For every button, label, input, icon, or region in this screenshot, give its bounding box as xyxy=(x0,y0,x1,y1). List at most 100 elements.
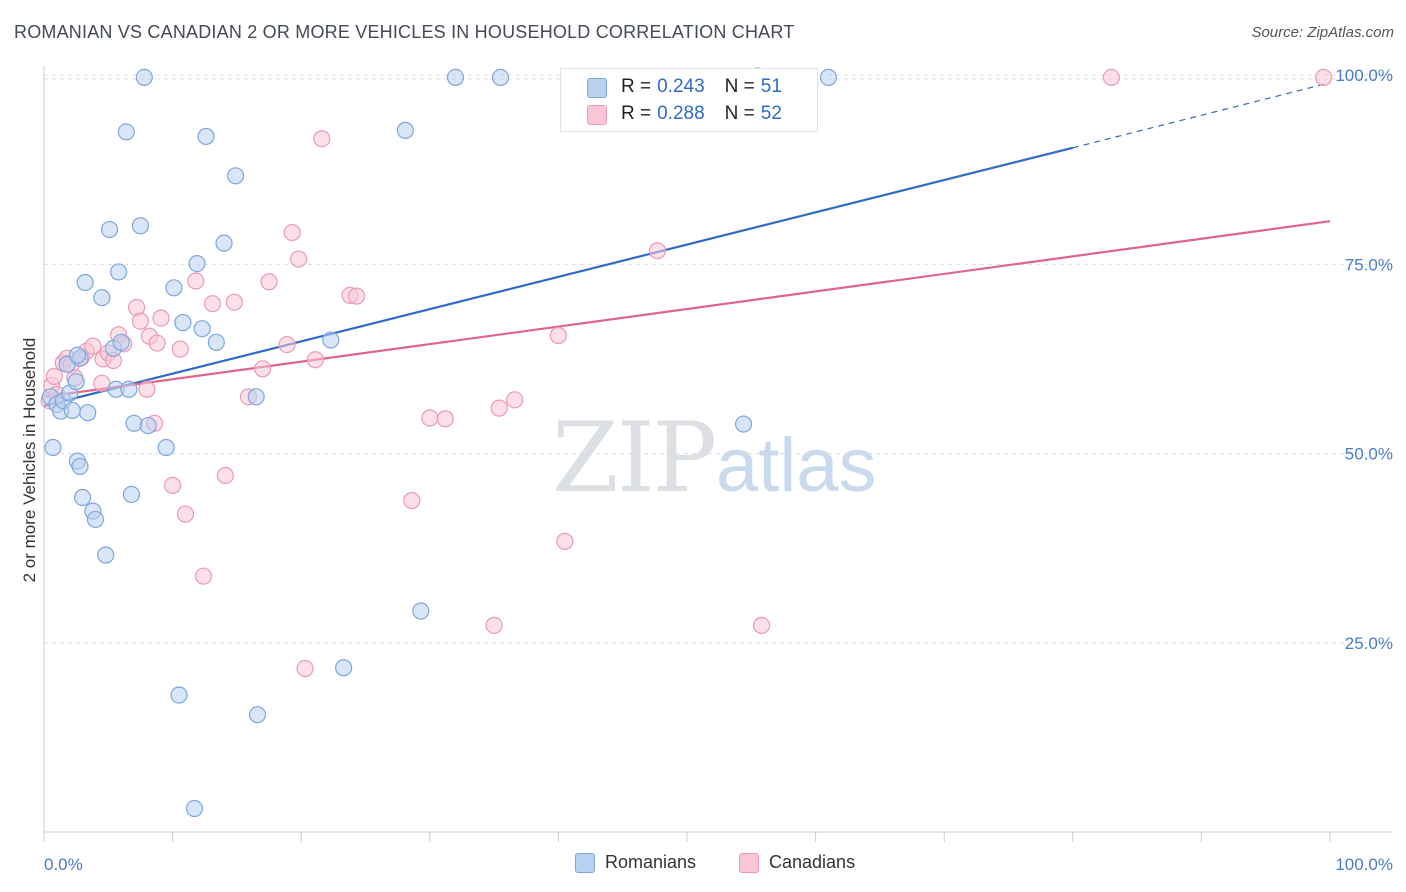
canadians-swatch xyxy=(587,105,607,125)
legend-label-canadians: Canadians xyxy=(769,852,856,872)
canadian-point xyxy=(187,272,205,290)
canadian-point xyxy=(506,391,524,409)
canadian-point xyxy=(194,567,213,585)
y-tick-label: 25.0% xyxy=(1345,634,1393,653)
romanian-point xyxy=(185,799,204,818)
canadian-point xyxy=(260,273,278,291)
n-label: N = xyxy=(724,76,755,97)
x-tick-label-min: 0.0% xyxy=(44,855,83,874)
romanian-point xyxy=(67,373,85,391)
tick-labels: 25.0% 50.0% 75.0% 100.0% 0.0% 100.0% xyxy=(44,66,1393,874)
romanian-point xyxy=(247,388,265,406)
canadian-point xyxy=(1314,68,1333,87)
canadian-point xyxy=(164,476,182,494)
romanian-point xyxy=(93,289,111,307)
romanian-point xyxy=(76,273,94,292)
y-tick-label: 75.0% xyxy=(1345,255,1393,274)
romanians-swatch xyxy=(587,78,607,98)
romanian-point xyxy=(197,127,215,146)
canadian-point xyxy=(752,616,771,634)
romanian-point xyxy=(86,510,105,529)
romanian-point xyxy=(117,123,135,141)
canadian-point xyxy=(648,242,667,260)
canadian-point xyxy=(148,334,166,352)
stats-legend: R = 0.243 N = 51 R = 0.288 N = 52 xyxy=(560,68,818,132)
canadian-point xyxy=(436,410,454,428)
romanians-legend-swatch xyxy=(575,852,595,873)
canadian-point xyxy=(549,326,568,345)
canadian-point xyxy=(171,340,189,358)
legend-item-canadians: Canadians xyxy=(739,852,855,873)
romanian-point xyxy=(396,121,414,139)
canadian-point xyxy=(254,360,272,378)
romanian-point xyxy=(44,438,62,457)
romanian-point xyxy=(135,68,153,87)
romanian-point xyxy=(79,404,97,422)
romanian-point xyxy=(207,333,225,351)
romanian-point xyxy=(412,602,430,620)
r-label: R = xyxy=(621,103,652,124)
romanians-trend-line xyxy=(43,146,1074,407)
romanian-point xyxy=(100,220,119,239)
romanian-point xyxy=(446,68,465,87)
n-label: N = xyxy=(724,103,755,124)
romanian-point xyxy=(819,68,838,87)
romanian-point xyxy=(215,234,233,252)
n-value: 51 xyxy=(760,76,782,97)
canadian-point xyxy=(93,374,111,392)
r-label: R = xyxy=(621,76,652,97)
romanian-point xyxy=(63,401,81,420)
canadian-point xyxy=(152,309,170,327)
romanian-point xyxy=(122,485,141,504)
canadian-point xyxy=(1102,68,1120,87)
source-credit: Source: ZipAtlas.com xyxy=(1251,24,1394,41)
canadian-point xyxy=(84,337,102,355)
canadian-point xyxy=(138,380,156,398)
y-tick-label: 100.0% xyxy=(1335,66,1393,85)
r-value: 0.243 xyxy=(657,76,705,97)
romanian-point xyxy=(165,279,183,297)
r-value: 0.288 xyxy=(657,103,705,124)
watermark-zip: ZIP xyxy=(552,402,717,514)
axes xyxy=(43,66,1392,842)
romanian-point xyxy=(491,68,510,87)
romanian-point xyxy=(227,167,245,185)
legend-item-romanians: Romanians xyxy=(575,852,696,873)
canadian-point xyxy=(283,223,301,242)
romanian-point xyxy=(109,263,128,281)
n-value: 52 xyxy=(760,103,782,124)
romanian-point xyxy=(131,217,150,235)
canadian-point xyxy=(290,250,308,268)
canadian-point xyxy=(403,491,421,510)
romanian-point xyxy=(139,416,157,435)
gridlines xyxy=(44,74,1392,644)
canadian-point xyxy=(313,130,331,148)
x-tick-label-max: 100.0% xyxy=(1335,855,1393,874)
legend-label-romanians: Romanians xyxy=(605,852,697,872)
canadian-point xyxy=(347,287,366,305)
data-points xyxy=(40,67,1333,818)
y-tick-label: 50.0% xyxy=(1345,445,1393,464)
romanian-point xyxy=(157,438,175,457)
canadian-point xyxy=(278,335,296,354)
romanian-point xyxy=(322,331,340,349)
canadian-point xyxy=(203,295,222,313)
romanian-point xyxy=(112,333,130,351)
canadian-point xyxy=(225,293,243,311)
watermark-atlas: atlas xyxy=(716,423,877,508)
romanian-point xyxy=(734,415,753,433)
stats-row-romanians: R = 0.243 N = 51 xyxy=(587,74,782,100)
canadian-point xyxy=(45,367,63,385)
romanian-point xyxy=(174,314,192,332)
stats-row-canadians: R = 0.288 N = 52 xyxy=(587,101,782,127)
canadian-point xyxy=(485,616,503,634)
romanian-point xyxy=(125,414,143,432)
romanian-point xyxy=(188,254,206,273)
romanian-point xyxy=(97,546,115,564)
canadian-point xyxy=(490,399,508,417)
canadian-point xyxy=(296,659,314,678)
canadian-point xyxy=(131,312,150,330)
canadian-point xyxy=(216,466,234,485)
romanian-point xyxy=(71,457,89,476)
romanians-trend-extension xyxy=(1072,82,1331,149)
